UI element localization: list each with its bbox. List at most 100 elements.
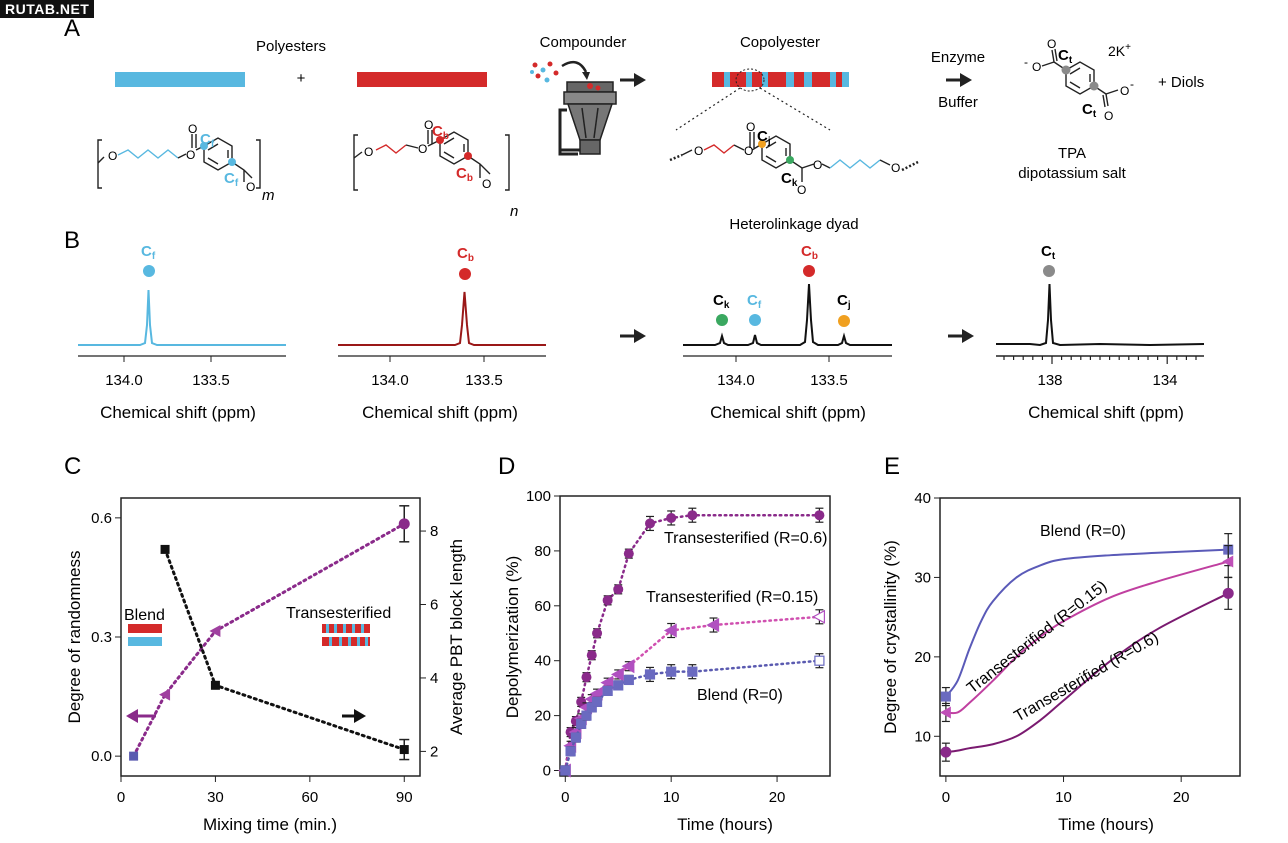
legend-trans-label: Transesterified	[286, 605, 391, 622]
cb-peak-label: Cb	[801, 243, 818, 262]
panel-c-label: C	[64, 453, 81, 480]
chart-e-xlabel: Time (hours)	[1058, 815, 1154, 834]
chart-c-y2label: Average PBT block length	[447, 539, 466, 735]
legend-blend-red	[128, 624, 162, 633]
watermark: RUTAB.NET	[0, 0, 95, 18]
chart-d-point	[814, 510, 825, 521]
chart-d-frame	[559, 495, 831, 777]
right-axis-arrow-icon	[342, 709, 366, 723]
chart-c-randomness-point	[129, 751, 139, 761]
heterolinkage-structure	[669, 132, 919, 182]
chart-d-point	[591, 696, 603, 707]
spectrum-2-xlabel: Chemical shift (ppm)	[362, 403, 518, 422]
chart-e-point	[1222, 587, 1234, 599]
potassium-label: 2K+	[1108, 42, 1131, 59]
chart-d-plot: 0 10 20 0 20 40 60 80 100	[526, 488, 826, 806]
chart-d-point	[602, 685, 613, 697]
ck-peak-dot	[716, 314, 728, 326]
chart-c-randomness-line	[132, 522, 406, 758]
cj-dot	[758, 140, 766, 148]
spectrum-1-xlabel: Chemical shift (ppm)	[100, 403, 256, 422]
spectrum-2-tick-2: 133.5	[465, 372, 503, 389]
hetero-o1: O	[694, 144, 703, 158]
spectrum-4: Ct 138 134 Chemical shift (ppm)	[996, 243, 1205, 422]
chart-d-xtick-label: 20	[769, 789, 786, 806]
pet-bar	[357, 72, 487, 87]
chart-d-ytick-label: 80	[534, 543, 551, 560]
chart-c-xtick-label: 30	[207, 789, 224, 806]
tpa-o1: O	[1047, 37, 1056, 51]
hetero-o3: O	[746, 120, 755, 134]
chart-e-ytick-label: 40	[914, 490, 931, 507]
chart-e-ytick-label: 20	[914, 649, 931, 666]
chart-d-point	[814, 655, 825, 666]
arrow-b2-icon	[948, 329, 974, 343]
spectrum-2-tick-1: 134.0	[371, 372, 409, 389]
cf-label-2: Cf	[224, 170, 239, 189]
spectrum-1-peak-label: Cf	[141, 243, 156, 262]
chart-d-point	[613, 584, 624, 595]
cf-dot-2	[228, 158, 236, 166]
spectrum-3-trace	[683, 283, 892, 346]
spectrum-4-tick-1: 138	[1037, 372, 1062, 389]
chart-c-ytick-label: 0.3	[91, 629, 112, 646]
spectrum-3-tick-2: 133.5	[810, 372, 848, 389]
chart-e-point	[939, 706, 951, 719]
ct-label-1: Ct	[1058, 47, 1073, 66]
pbt-o2: O	[186, 148, 195, 162]
chart-d-point	[576, 718, 587, 729]
cb-dot-1	[436, 136, 444, 144]
tpa-minus1: -	[1024, 55, 1028, 69]
chart-e-ytick-label: 10	[914, 728, 931, 745]
tpa-label-2: dipotassium salt	[1018, 165, 1126, 182]
tpa-o2: O	[1032, 60, 1041, 74]
chart-c-blocklength-point	[210, 680, 220, 690]
tpa-minus2: -	[1130, 77, 1134, 91]
spectrum-1-peak-dot	[143, 265, 155, 277]
chart-d-point	[560, 765, 571, 776]
chart-d-point	[592, 628, 603, 639]
chart-d-ytick-label: 60	[534, 598, 551, 615]
panel-c: C 0 30 60 90 0.0 0.3 0.6 2 4 6 8 Mixing time (min.…	[64, 453, 466, 834]
chart-e-point	[940, 691, 951, 702]
arrow-enzyme-icon	[946, 73, 972, 87]
chart-d-ytick-label: 100	[526, 488, 551, 505]
cj-peak-label: Cj	[837, 292, 851, 311]
chart-d-point	[600, 675, 614, 690]
chart-d-point	[687, 510, 698, 521]
spectrum-1: Cf 134.0 133.5 Chemical shift (ppm)	[78, 243, 286, 422]
chart-e-frame	[939, 497, 1241, 777]
chart-d-point	[581, 710, 592, 721]
spectrum-4-tick-2: 134	[1152, 372, 1177, 389]
spectrum-1-trace	[78, 289, 286, 346]
chart-d-point	[663, 623, 677, 638]
chart-d-ytick-label: 20	[534, 708, 551, 725]
cf-label-1: Cf	[200, 131, 215, 150]
chart-c-randomness-point	[398, 518, 410, 530]
pbt-o4: O	[246, 180, 255, 194]
tpa-o3: O	[1120, 84, 1129, 98]
compounder-icon	[558, 81, 617, 156]
chart-d-point	[621, 659, 635, 674]
chart-d-ytick-label: 0	[543, 763, 551, 780]
chart-e-plot: 0 10 20 10 20 30 40	[914, 490, 1234, 806]
pet-o4: O	[482, 177, 491, 191]
pellets	[530, 61, 559, 83]
legend-blend-blue	[128, 637, 162, 646]
panel-e: E 0 10 20 10 20 30 40 Time (hours) Degree of c…	[881, 453, 1241, 834]
spectrum-3: Ck Cf Cb Cj 134.0 133.5 Chemical shift (…	[683, 243, 892, 422]
chart-d-point	[706, 618, 720, 633]
cb-label-1: Cb	[432, 123, 449, 142]
chart-d-annot-3: Blend (R=0)	[697, 687, 783, 704]
diols-label: + Diols	[1158, 74, 1204, 91]
ck-label: Ck	[781, 170, 798, 189]
pet-o3: O	[424, 118, 433, 132]
copolyester-label: Copolyester	[740, 34, 820, 51]
panel-a: A Polyesters + O O O O m Cf	[64, 15, 1204, 233]
chart-e-ylabel: Degree of crystallinity (%)	[881, 540, 900, 734]
chart-c-xtick-label: 60	[301, 789, 318, 806]
chart-c-y2tick-label: 2	[430, 743, 438, 760]
panel-b: B Cf 134.0 133.5 Chemical shift (ppm) Cb…	[64, 227, 1205, 422]
chart-d-point	[581, 672, 592, 683]
chart-d-ytick-label: 40	[534, 653, 551, 670]
